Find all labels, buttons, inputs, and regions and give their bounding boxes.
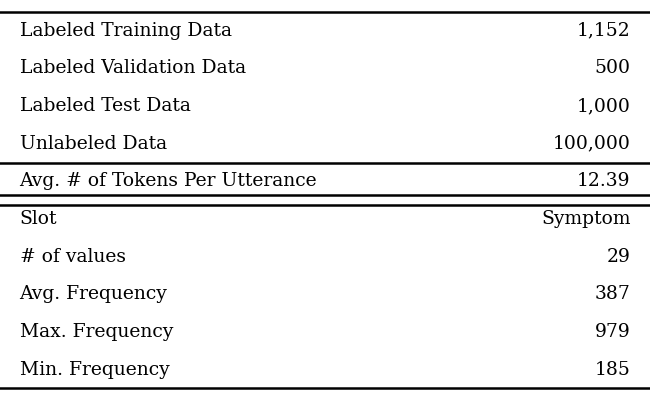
Text: Labeled Validation Data: Labeled Validation Data (20, 59, 246, 77)
Text: Max. Frequency: Max. Frequency (20, 323, 173, 341)
Text: 1,000: 1,000 (577, 97, 630, 115)
Text: 1,152: 1,152 (577, 22, 630, 40)
Text: 185: 185 (595, 361, 630, 379)
Text: Labeled Test Data: Labeled Test Data (20, 97, 190, 115)
Text: Labeled Training Data: Labeled Training Data (20, 22, 231, 40)
Text: Slot: Slot (20, 210, 57, 228)
Text: Avg. # of Tokens Per Utterance: Avg. # of Tokens Per Utterance (20, 172, 317, 190)
Text: 979: 979 (595, 323, 630, 341)
Text: 100,000: 100,000 (552, 135, 630, 153)
Text: 12.39: 12.39 (577, 172, 630, 190)
Text: Symptom: Symptom (541, 210, 630, 228)
Text: 387: 387 (595, 286, 630, 303)
Text: 500: 500 (595, 59, 630, 77)
Text: Unlabeled Data: Unlabeled Data (20, 135, 166, 153)
Text: Min. Frequency: Min. Frequency (20, 361, 169, 379)
Text: 29: 29 (606, 248, 630, 266)
Text: # of values: # of values (20, 248, 125, 266)
Text: Avg. Frequency: Avg. Frequency (20, 286, 168, 303)
